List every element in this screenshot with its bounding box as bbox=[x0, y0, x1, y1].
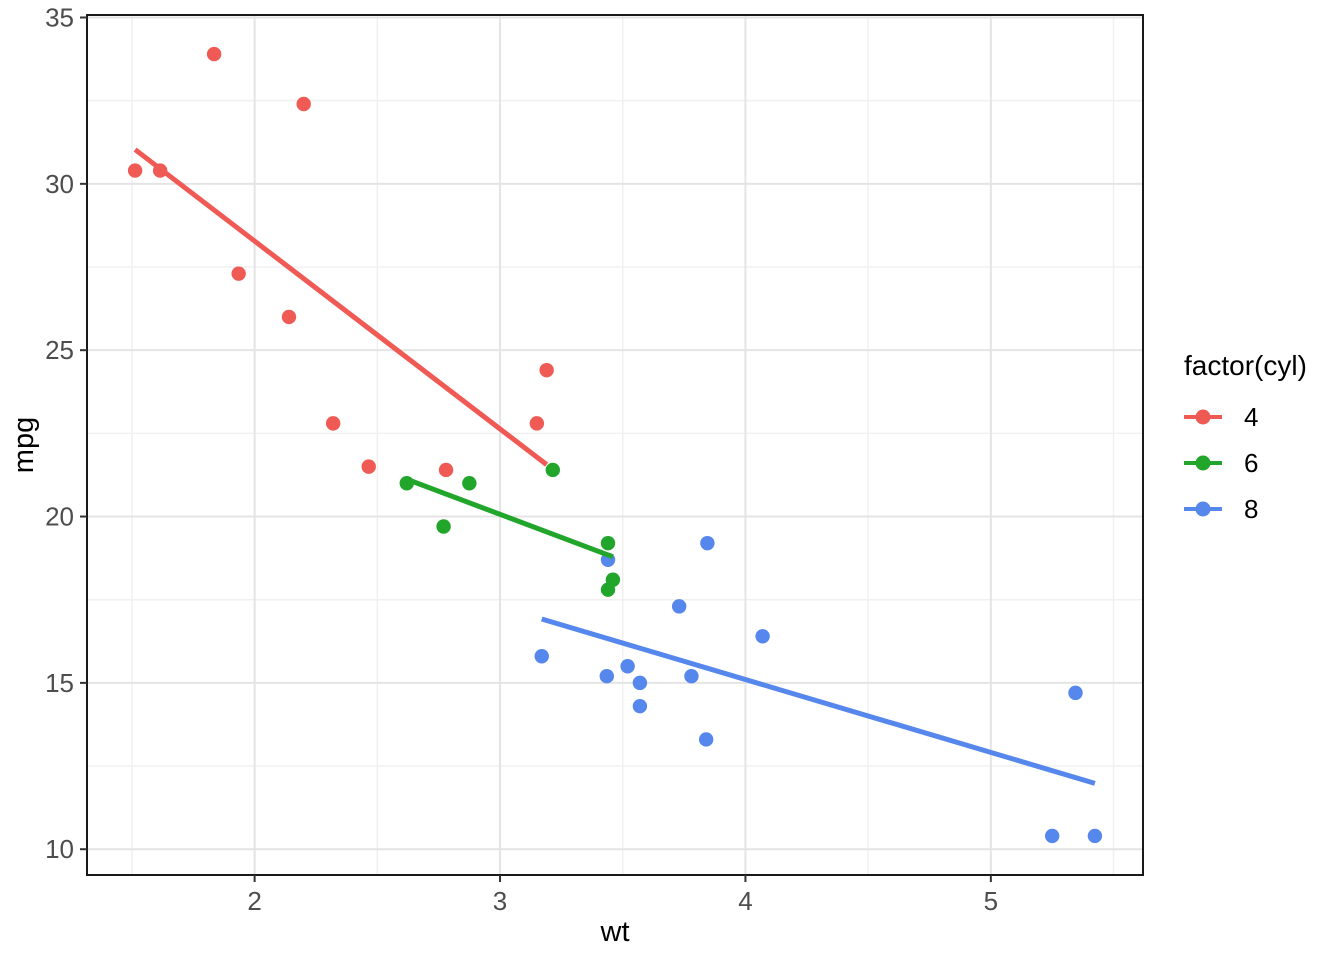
y-axis-title: mpg bbox=[8, 417, 40, 473]
legend: factor(cyl) 4 6 8 bbox=[1184, 350, 1307, 532]
data-point-cyl4 bbox=[206, 46, 222, 62]
data-point-cyl8 bbox=[1068, 685, 1083, 701]
x-tick-label: 3 bbox=[493, 886, 507, 916]
data-point-cyl4 bbox=[231, 266, 246, 281]
trend-line-cyl6 bbox=[405, 476, 614, 560]
data-point-cyl8 bbox=[632, 675, 648, 691]
x-tick-label: 5 bbox=[984, 886, 998, 916]
data-point-cyl8 bbox=[671, 599, 687, 614]
legend-key-icon bbox=[1184, 409, 1222, 425]
data-point-cyl4 bbox=[325, 416, 341, 431]
legend-key-dot bbox=[1195, 409, 1211, 425]
data-point-cyl8 bbox=[755, 629, 770, 644]
data-point-cyl4 bbox=[438, 462, 454, 478]
data-point-cyl8 bbox=[684, 669, 699, 684]
x-tick-label: 2 bbox=[247, 886, 261, 916]
data-point-cyl6 bbox=[600, 535, 616, 551]
data-point-cyl6 bbox=[605, 572, 621, 587]
y-tick-label: 25 bbox=[45, 335, 74, 365]
y-tick-label: 35 bbox=[45, 2, 74, 32]
legend-title: factor(cyl) bbox=[1184, 350, 1307, 381]
y-tick-label: 15 bbox=[45, 668, 74, 698]
data-point-cyl8 bbox=[620, 659, 635, 674]
data-point-cyl8 bbox=[698, 732, 714, 747]
data-point-cyl4 bbox=[127, 163, 143, 178]
x-axis-title: wt bbox=[600, 916, 630, 948]
data-point-cyl4 bbox=[296, 96, 311, 112]
y-tick-label: 10 bbox=[45, 834, 74, 864]
legend-label: 8 bbox=[1244, 493, 1259, 524]
legend-entry-cyl6: 6 bbox=[1184, 440, 1307, 486]
plot-panel bbox=[87, 15, 1143, 875]
legend-rows: 4 6 8 bbox=[1184, 394, 1307, 532]
legend-key-dot bbox=[1195, 501, 1211, 517]
legend-entry-cyl4: 4 bbox=[1184, 394, 1307, 440]
data-point-cyl8 bbox=[700, 535, 715, 551]
legend-label: 4 bbox=[1244, 401, 1259, 432]
legend-entry-cyl8: 8 bbox=[1184, 486, 1307, 532]
data-point-cyl6 bbox=[545, 462, 560, 478]
data-point-cyl8 bbox=[632, 698, 648, 714]
trend-line-cyl8 bbox=[541, 616, 1096, 786]
data-point-cyl4 bbox=[529, 416, 545, 431]
data-point-cyl4 bbox=[539, 362, 554, 378]
legend-label: 6 bbox=[1244, 447, 1259, 478]
data-point-cyl8 bbox=[1044, 828, 1060, 844]
legend-key-icon bbox=[1184, 455, 1222, 471]
data-point-cyl6 bbox=[436, 519, 451, 534]
data-point-cyl8 bbox=[1087, 828, 1103, 844]
y-tick-label: 30 bbox=[45, 169, 74, 199]
legend-key-icon bbox=[1184, 501, 1222, 517]
x-tick-label: 4 bbox=[738, 886, 752, 916]
legend-key-dot bbox=[1195, 455, 1211, 471]
data-point-cyl8 bbox=[534, 649, 549, 664]
data-point-cyl4 bbox=[361, 459, 376, 474]
trend-line-cyl4 bbox=[133, 147, 549, 467]
data-point-cyl6 bbox=[462, 476, 477, 491]
panel-border bbox=[86, 14, 1144, 876]
data-point-cyl4 bbox=[281, 309, 297, 325]
data-point-cyl8 bbox=[599, 669, 614, 684]
y-tick-label: 20 bbox=[45, 502, 74, 532]
